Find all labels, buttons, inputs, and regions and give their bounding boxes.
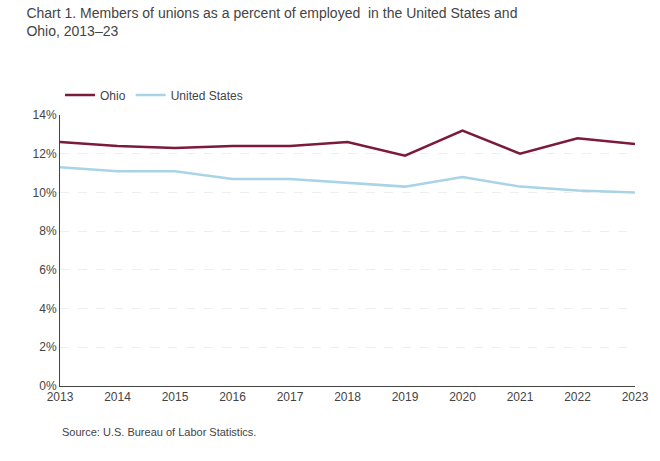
svg-text:0%: 0% <box>39 379 57 393</box>
svg-text:2017: 2017 <box>277 390 304 404</box>
svg-text:10%: 10% <box>33 186 57 200</box>
svg-text:12%: 12% <box>33 147 57 161</box>
svg-text:2022: 2022 <box>564 390 591 404</box>
svg-text:2015: 2015 <box>162 390 189 404</box>
svg-text:2018: 2018 <box>334 390 361 404</box>
svg-text:2019: 2019 <box>392 390 419 404</box>
svg-text:2020: 2020 <box>449 390 476 404</box>
svg-text:8%: 8% <box>39 224 57 238</box>
svg-text:2014: 2014 <box>104 390 131 404</box>
svg-text:6%: 6% <box>39 263 57 277</box>
svg-text:Chart 1. Members of unions as: Chart 1. Members of unions as a percent … <box>26 5 517 39</box>
svg-text:Source: U.S. Bureau of Labor S: Source: U.S. Bureau of Labor Statistics. <box>62 426 256 438</box>
svg-text:2016: 2016 <box>219 390 246 404</box>
svg-text:4%: 4% <box>39 302 57 316</box>
svg-text:2021: 2021 <box>507 390 534 404</box>
svg-text:14%: 14% <box>33 108 57 122</box>
svg-text:2%: 2% <box>39 340 57 354</box>
svg-text:Ohio: Ohio <box>100 89 126 103</box>
svg-text:2023: 2023 <box>622 390 649 404</box>
svg-text:United States: United States <box>171 89 243 103</box>
svg-text:2013: 2013 <box>47 390 74 404</box>
